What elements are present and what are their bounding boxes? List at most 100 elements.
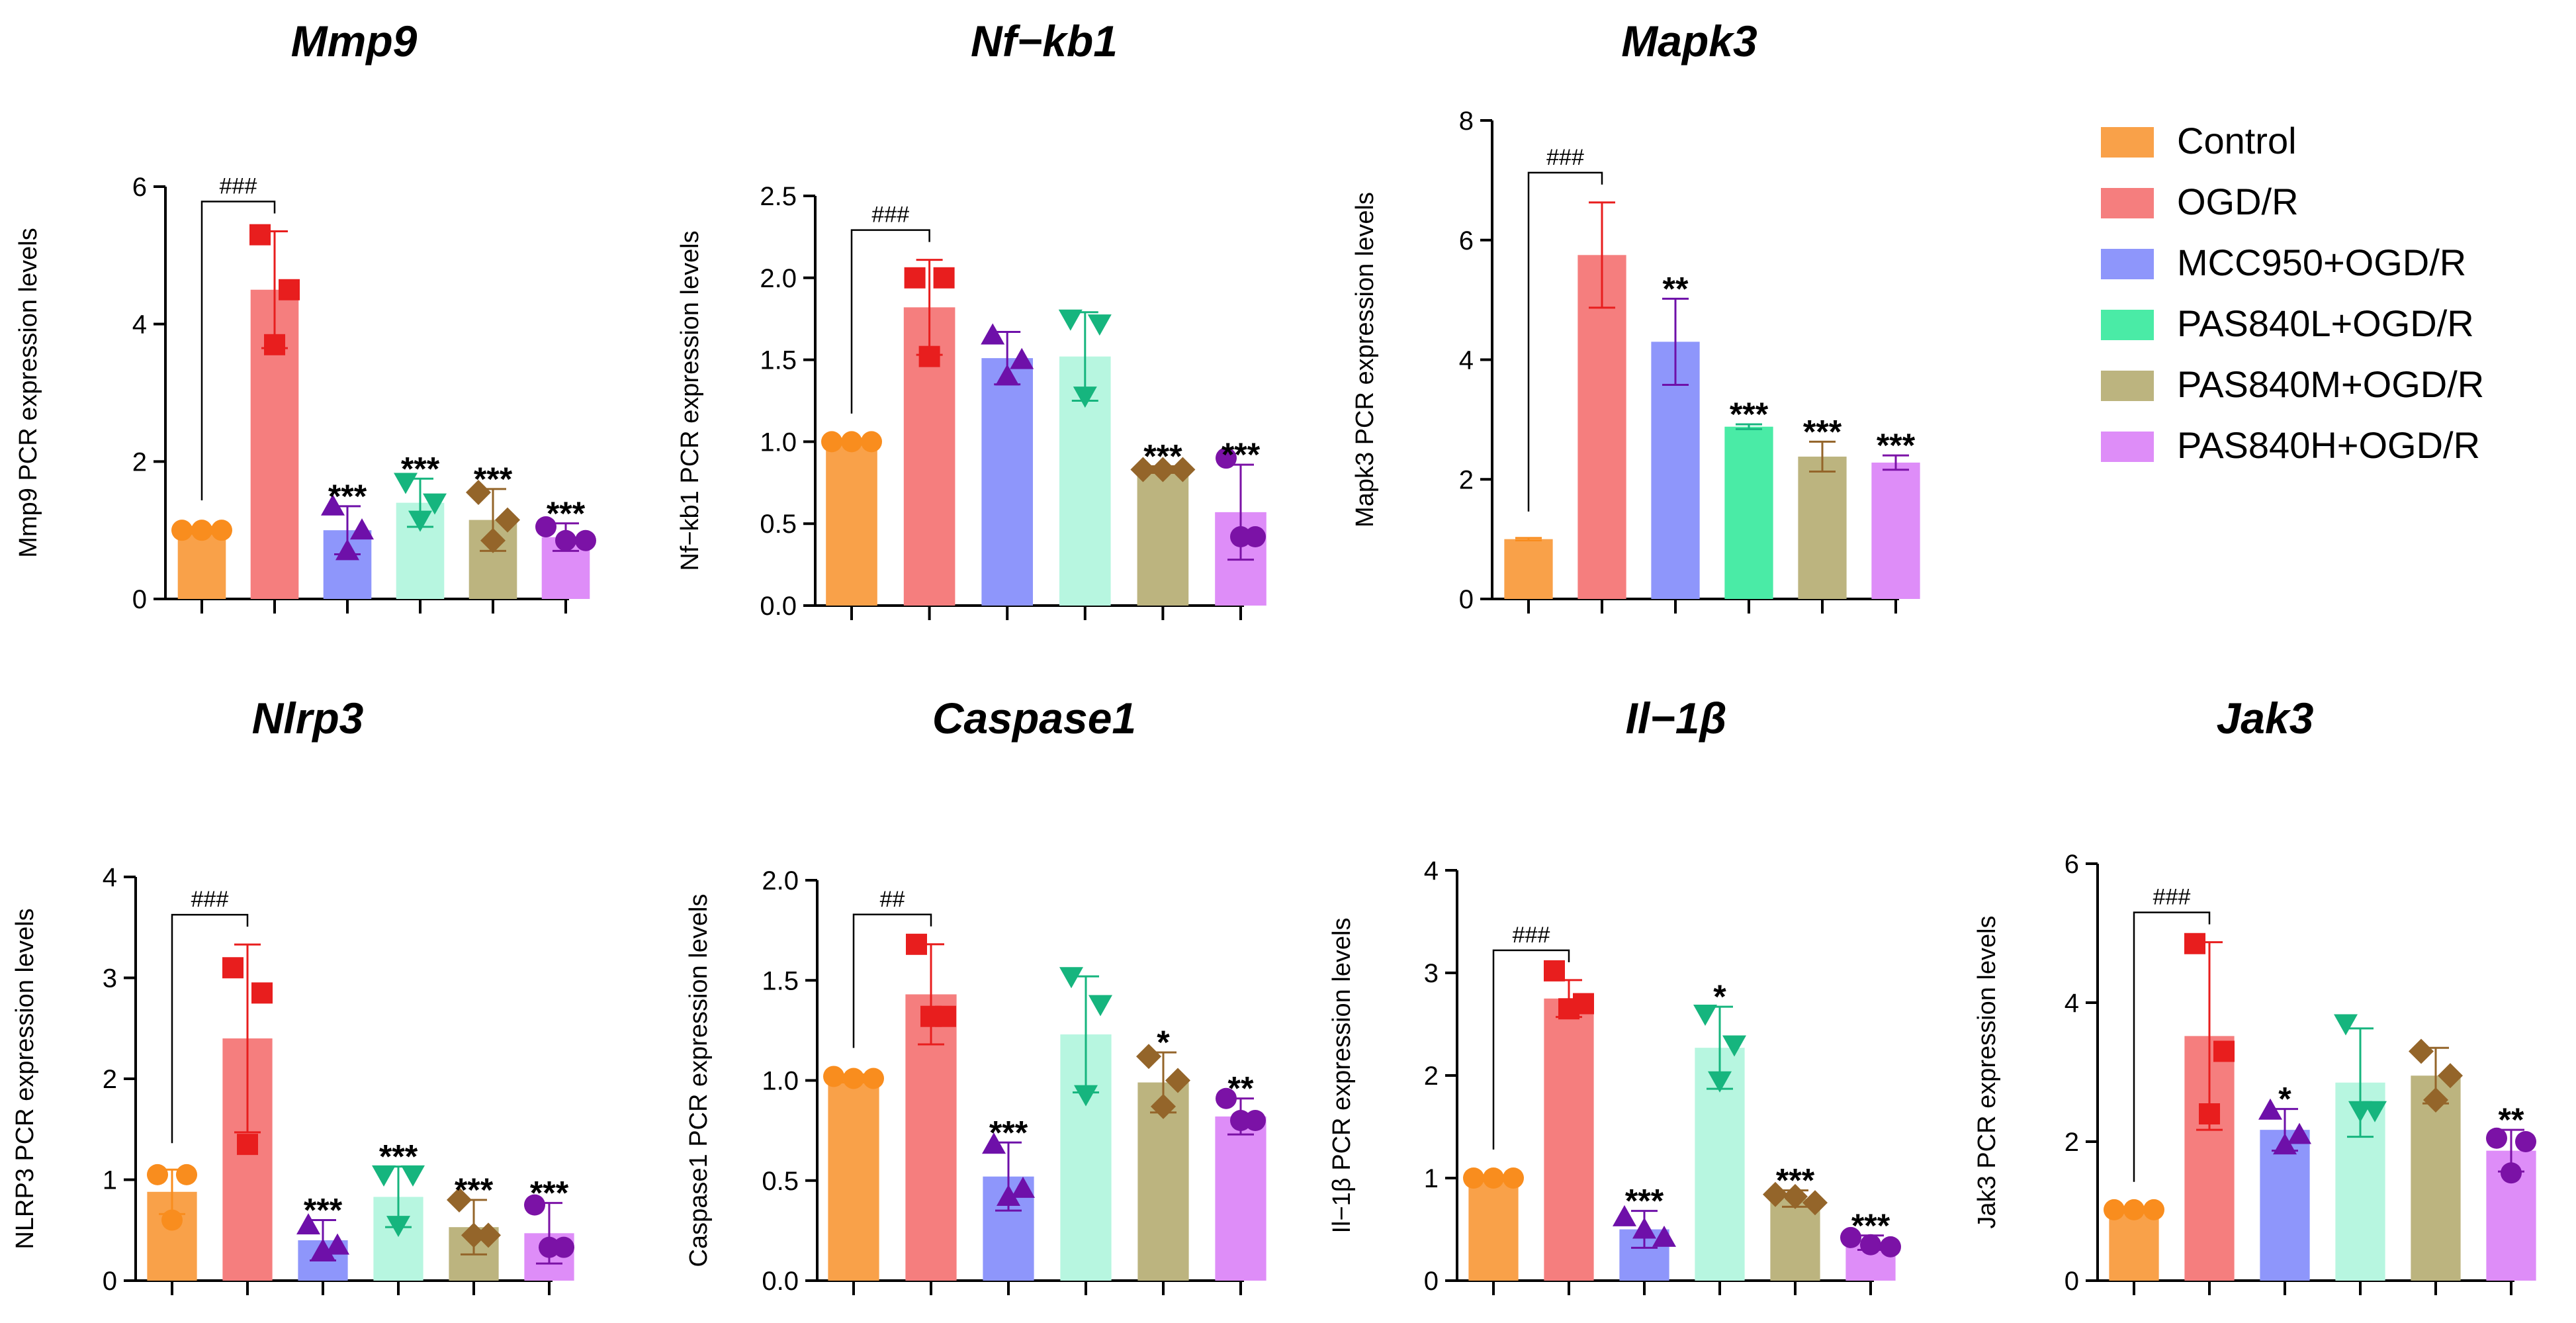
legend-label: PAS840M+OGD/R bbox=[2177, 363, 2484, 405]
data-point bbox=[933, 267, 955, 289]
bracket-label: ### bbox=[220, 173, 257, 199]
data-point bbox=[997, 1184, 1020, 1206]
legend-label: PAS840L+OGD/R bbox=[2177, 302, 2474, 344]
legend-label: PAS840H+OGD/R bbox=[2177, 424, 2480, 466]
data-point bbox=[1463, 1167, 1484, 1189]
data-point bbox=[555, 529, 576, 551]
y-tick-label: 1.5 bbox=[762, 966, 799, 995]
data-point bbox=[2409, 1038, 2434, 1064]
bracket-label: ### bbox=[1546, 145, 1584, 170]
panel-3: Nlrp3 NLRP3 PCR expression levels 0 1 2 3 4 ***… bbox=[11, 694, 574, 1296]
y-axis-label: Il−1β PCR expression levels bbox=[1328, 917, 1356, 1233]
significance-label: *** bbox=[401, 450, 440, 487]
y-tick-label: 4 bbox=[132, 310, 147, 340]
data-point bbox=[575, 529, 596, 551]
data-point bbox=[981, 323, 1005, 345]
panel-title: Nf−kb1 bbox=[971, 17, 1118, 66]
data-point bbox=[2423, 1087, 2448, 1113]
bar-4 bbox=[1798, 456, 1847, 599]
significance-label: *** bbox=[1803, 413, 1842, 450]
data-point bbox=[1011, 1176, 1035, 1198]
y-tick-label: 4 bbox=[1459, 346, 1474, 375]
data-point bbox=[2273, 1133, 2297, 1155]
legend-label: MCC950+OGD/R bbox=[2177, 242, 2466, 283]
data-point bbox=[1860, 1234, 1881, 1255]
panel-title: Mapk3 bbox=[1621, 17, 1757, 66]
data-point bbox=[1763, 1181, 1788, 1207]
y-tick-label: 1 bbox=[103, 1166, 117, 1195]
y-tick-label: 4 bbox=[1424, 856, 1439, 886]
significance-label: *** bbox=[455, 1171, 494, 1209]
data-point bbox=[326, 1233, 349, 1255]
y-tick-label: 0.5 bbox=[762, 1167, 799, 1196]
data-point bbox=[918, 345, 940, 367]
significance-label: *** bbox=[1851, 1207, 1890, 1244]
legend-item: PAS840H+OGD/R bbox=[2101, 424, 2480, 466]
data-point bbox=[2104, 1199, 2125, 1220]
data-point bbox=[1230, 1110, 1251, 1131]
significance-label: *** bbox=[474, 461, 513, 498]
data-point bbox=[1880, 1236, 1901, 1257]
data-point bbox=[1151, 1093, 1176, 1119]
significance-label: *** bbox=[379, 1138, 418, 1175]
y-tick-label: 0 bbox=[132, 585, 147, 614]
bar-0 bbox=[2109, 1209, 2159, 1281]
data-point bbox=[906, 933, 927, 955]
y-tick-label: 0 bbox=[103, 1267, 117, 1296]
significance-label: *** bbox=[328, 478, 367, 515]
significance-label: *** bbox=[304, 1192, 343, 1229]
data-point bbox=[1136, 1044, 1161, 1070]
significance-label: *** bbox=[547, 495, 586, 532]
significance-bracket bbox=[850, 229, 930, 414]
bracket-label: ### bbox=[1513, 923, 1550, 948]
y-axis-label: Nf−kb1 PCR expression levels bbox=[676, 230, 704, 570]
bar-1 bbox=[1544, 998, 1594, 1281]
significance-label: ** bbox=[1228, 1070, 1254, 1107]
y-axis-label: Mapk3 PCR expression levels bbox=[1351, 192, 1379, 527]
legend-item: PAS840M+OGD/R bbox=[2101, 363, 2484, 405]
data-point bbox=[222, 957, 244, 979]
data-point bbox=[495, 507, 520, 533]
panel-title: Caspase1 bbox=[932, 694, 1136, 743]
data-point bbox=[408, 510, 432, 532]
bracket-label: ### bbox=[191, 887, 229, 912]
legend: Control OGD/R MCC950+OGD/R PAS840L+OGD/R PAS… bbox=[2101, 120, 2484, 466]
bar-2 bbox=[2260, 1130, 2310, 1281]
panel-0: Mmp9 Mmp9 PCR expression levels 0 2 4 6 *** ***… bbox=[15, 17, 596, 614]
data-point bbox=[1130, 457, 1156, 482]
data-point bbox=[1652, 1225, 1676, 1247]
data-point bbox=[1165, 1068, 1190, 1093]
data-point bbox=[1632, 1217, 1656, 1239]
panel-title: Mmp9 bbox=[291, 17, 418, 66]
y-tick-label: 0 bbox=[1424, 1267, 1439, 1296]
y-tick-label: 2.0 bbox=[760, 264, 797, 293]
data-point bbox=[2348, 1101, 2372, 1122]
data-point bbox=[296, 1213, 320, 1235]
panel-title: Il−1β bbox=[1626, 694, 1727, 743]
data-point bbox=[2123, 1199, 2145, 1220]
data-point bbox=[335, 539, 359, 561]
data-point bbox=[1693, 1005, 1717, 1026]
data-point bbox=[1170, 457, 1196, 482]
y-tick-label: 2 bbox=[1459, 465, 1474, 494]
data-point bbox=[904, 267, 926, 289]
data-point bbox=[2213, 1040, 2235, 1062]
data-point bbox=[211, 520, 232, 541]
y-axis-label: Mmp9 PCR expression levels bbox=[15, 228, 42, 557]
y-tick-label: 1 bbox=[1424, 1164, 1439, 1193]
legend-item: MCC950+OGD/R bbox=[2101, 242, 2466, 283]
y-tick-label: 1.5 bbox=[760, 346, 797, 375]
significance-label: *** bbox=[1877, 427, 1916, 464]
data-point bbox=[251, 982, 273, 1004]
data-point bbox=[476, 1222, 501, 1248]
significance-bracket bbox=[200, 201, 276, 500]
bracket-label: ### bbox=[2153, 885, 2191, 910]
y-tick-label: 4 bbox=[103, 863, 117, 892]
panel-1: Nf−kb1 Nf−kb1 PCR expression levels 0.0 0.5… bbox=[676, 17, 1266, 621]
data-point bbox=[2486, 1127, 2507, 1149]
data-point bbox=[1840, 1226, 1861, 1248]
